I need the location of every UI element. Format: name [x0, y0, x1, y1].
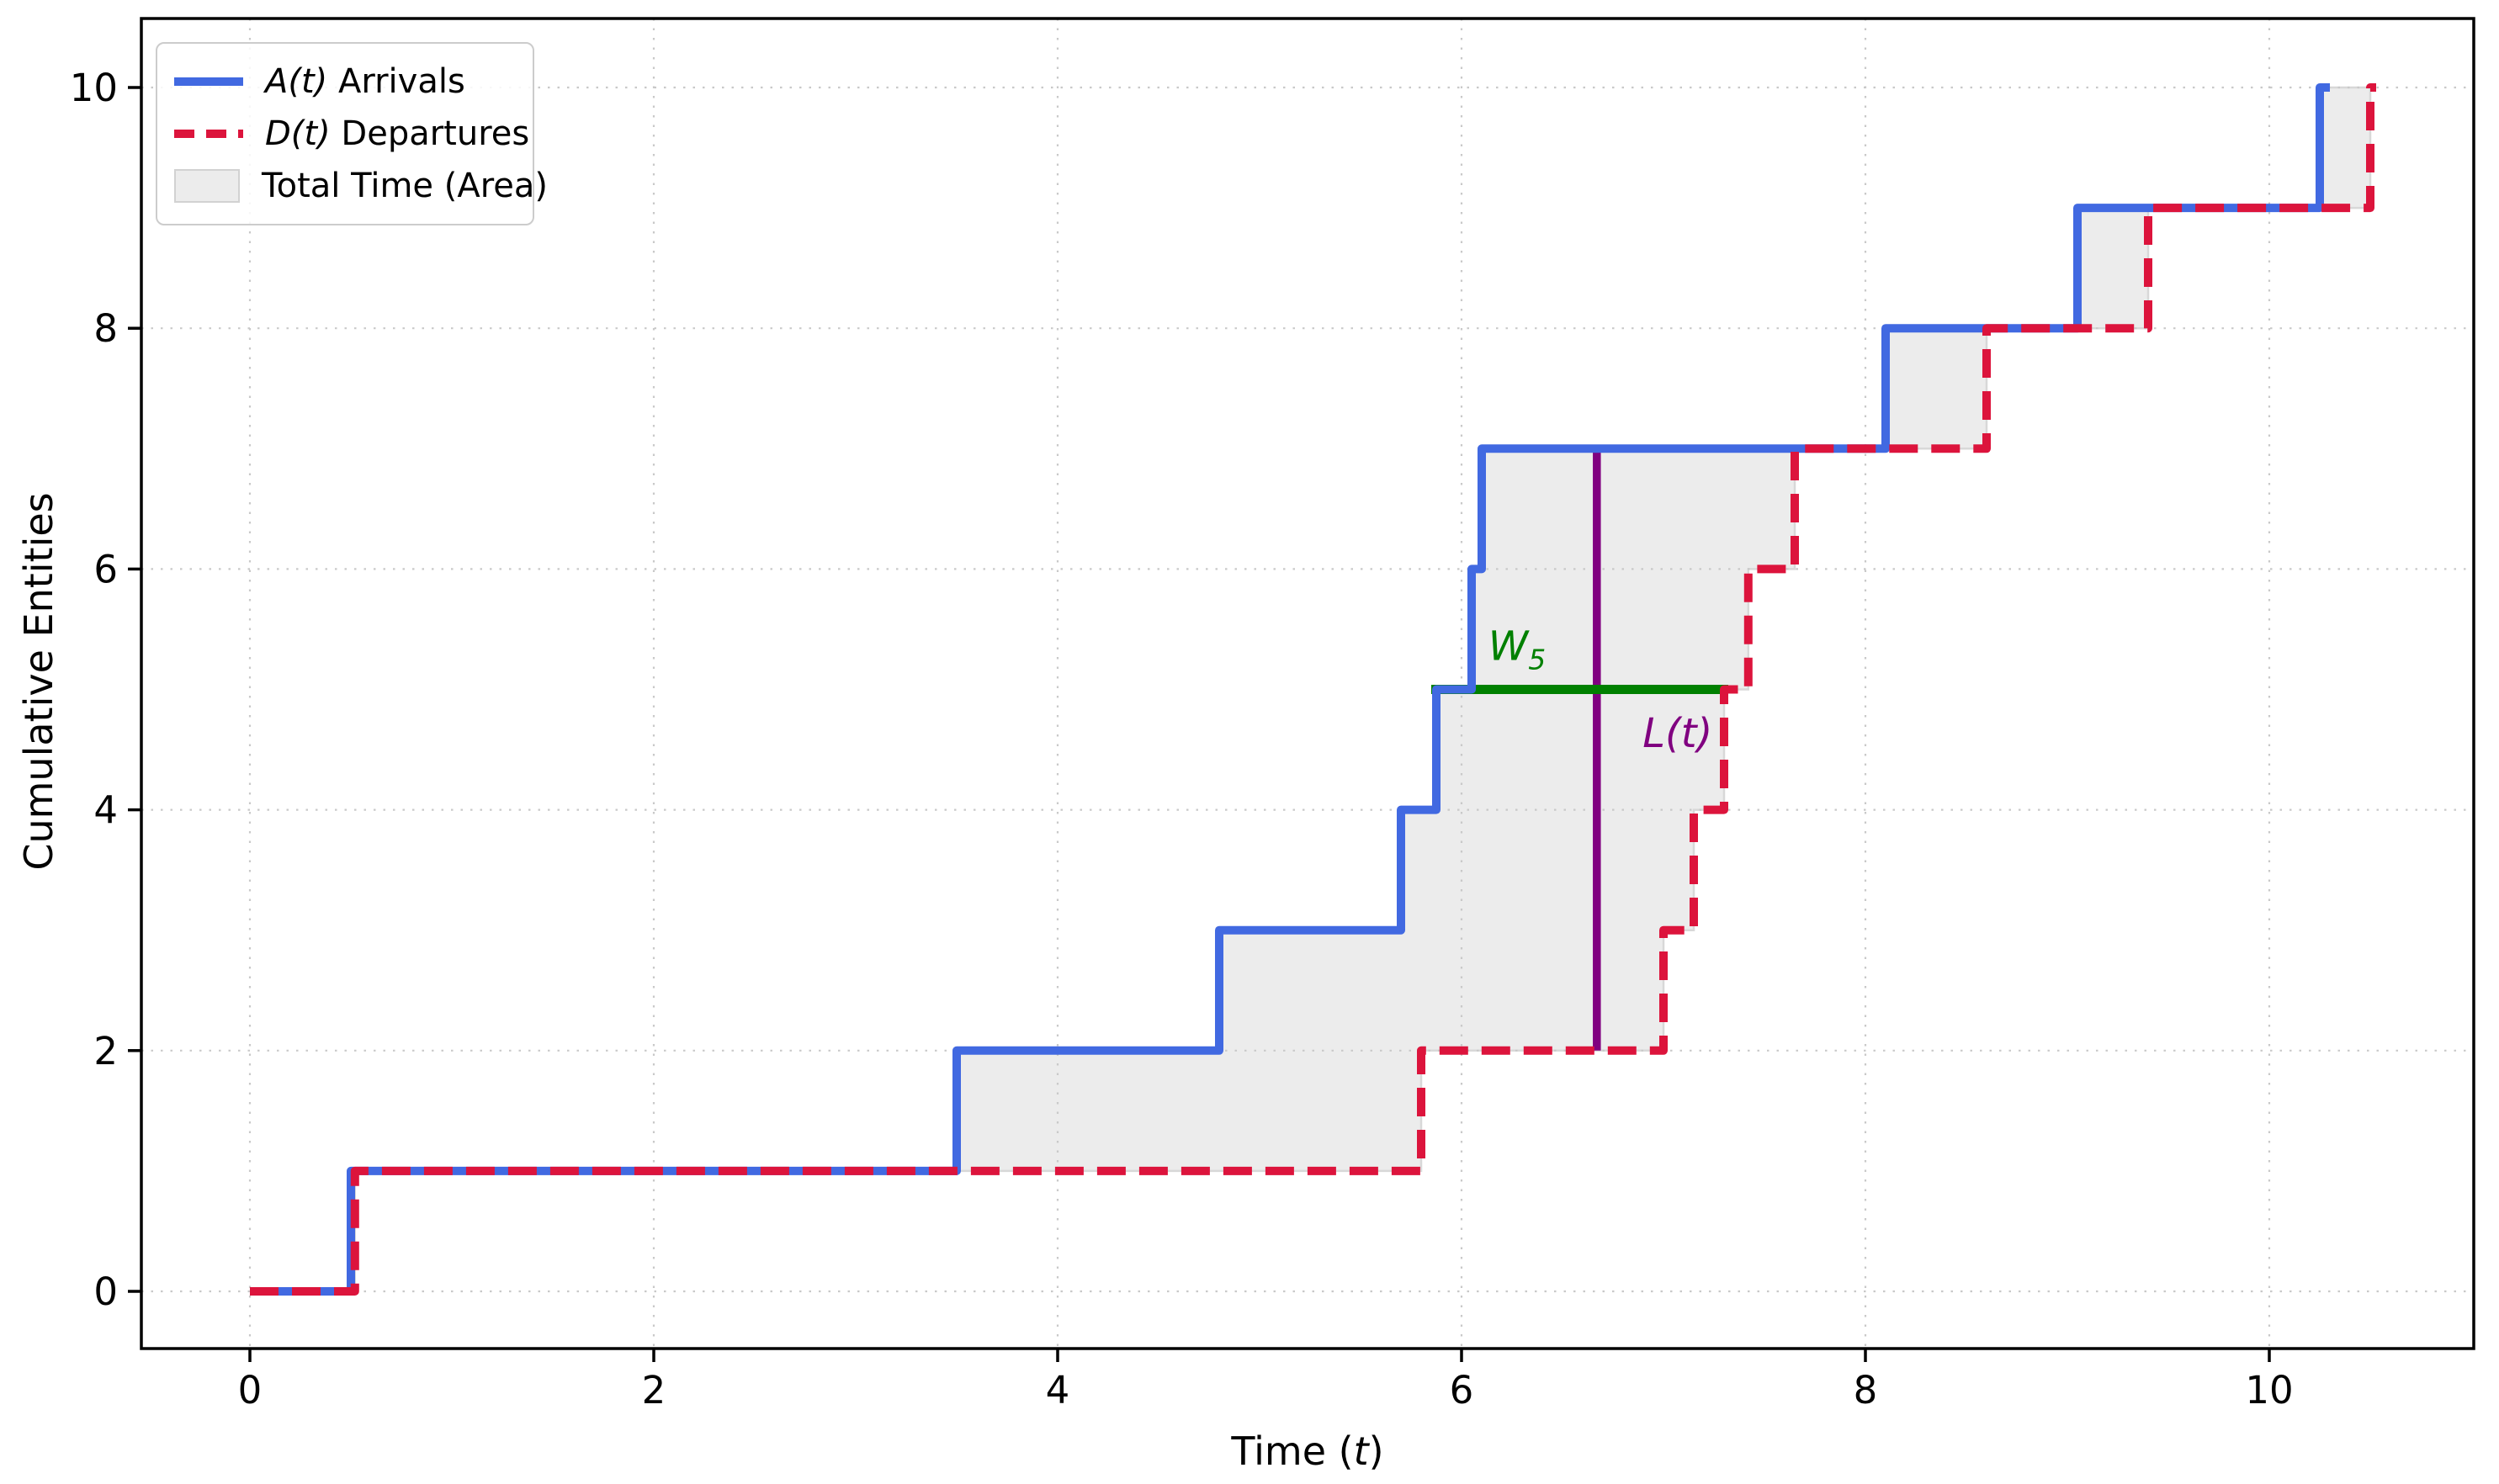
- w5-var: W: [1488, 623, 1529, 670]
- legend-math-d: D(t): [265, 114, 331, 153]
- arrivals-line-sample: [174, 77, 243, 86]
- legend-label-total-time: Total Time (Area): [262, 167, 548, 205]
- y-tick-label-10: 10: [70, 66, 118, 110]
- y-tick-label-8: 8: [93, 306, 118, 351]
- y-tick-label-2: 2: [93, 1029, 118, 1073]
- x-tick-label-10: 10: [2245, 1368, 2293, 1412]
- legend-item-total-time: Total Time (Area): [174, 160, 548, 212]
- arrivals-line: [250, 83, 2330, 1296]
- annotation-w5-label: W5: [1488, 623, 1546, 676]
- legend-label-departures: D(t) Departures: [265, 114, 529, 153]
- legend-text-f: Total Time (Area): [262, 167, 548, 205]
- y-tick-label-0: 0: [93, 1269, 118, 1314]
- y-tick-label-6: 6: [93, 547, 118, 591]
- departures-line-sample: [174, 130, 243, 138]
- legend-label-arrivals: A(t) Arrivals: [265, 62, 465, 101]
- legend-math-a: A(t): [265, 62, 328, 101]
- total-time-area-sample: [174, 169, 240, 203]
- x-tick-label-8: 8: [1854, 1368, 1878, 1412]
- x-axis-label-var: t: [1353, 1428, 1369, 1474]
- legend-item-arrivals: A(t) Arrivals: [174, 56, 516, 108]
- w5-sub: 5: [1528, 642, 1547, 676]
- x-axis-label: Time (t): [1231, 1428, 1383, 1474]
- x-tick-label-4: 4: [1046, 1368, 1070, 1412]
- annotation-lt-label: L(t): [1642, 709, 1713, 757]
- legend: A(t) Arrivals D(t) Departures Total Time…: [156, 42, 548, 225]
- y-axis-label: Cumulative Entities: [16, 492, 61, 871]
- legend-text-a: Arrivals: [327, 62, 465, 101]
- legend-text-d: Departures: [330, 114, 530, 153]
- x-tick-label-0: 0: [238, 1368, 263, 1412]
- x-axis-label-pre: Time (: [1231, 1428, 1354, 1474]
- total-time-area-fill: [250, 86, 2372, 1293]
- x-tick-label-6: 6: [1450, 1368, 1474, 1412]
- y-tick-label-4: 4: [93, 788, 118, 833]
- x-tick-label-2: 2: [642, 1368, 666, 1412]
- departures-line: [250, 83, 2376, 1296]
- x-axis-label-post: ): [1368, 1428, 1384, 1474]
- axes-spines: [140, 17, 2475, 1350]
- legend-item-departures: D(t) Departures: [174, 108, 529, 160]
